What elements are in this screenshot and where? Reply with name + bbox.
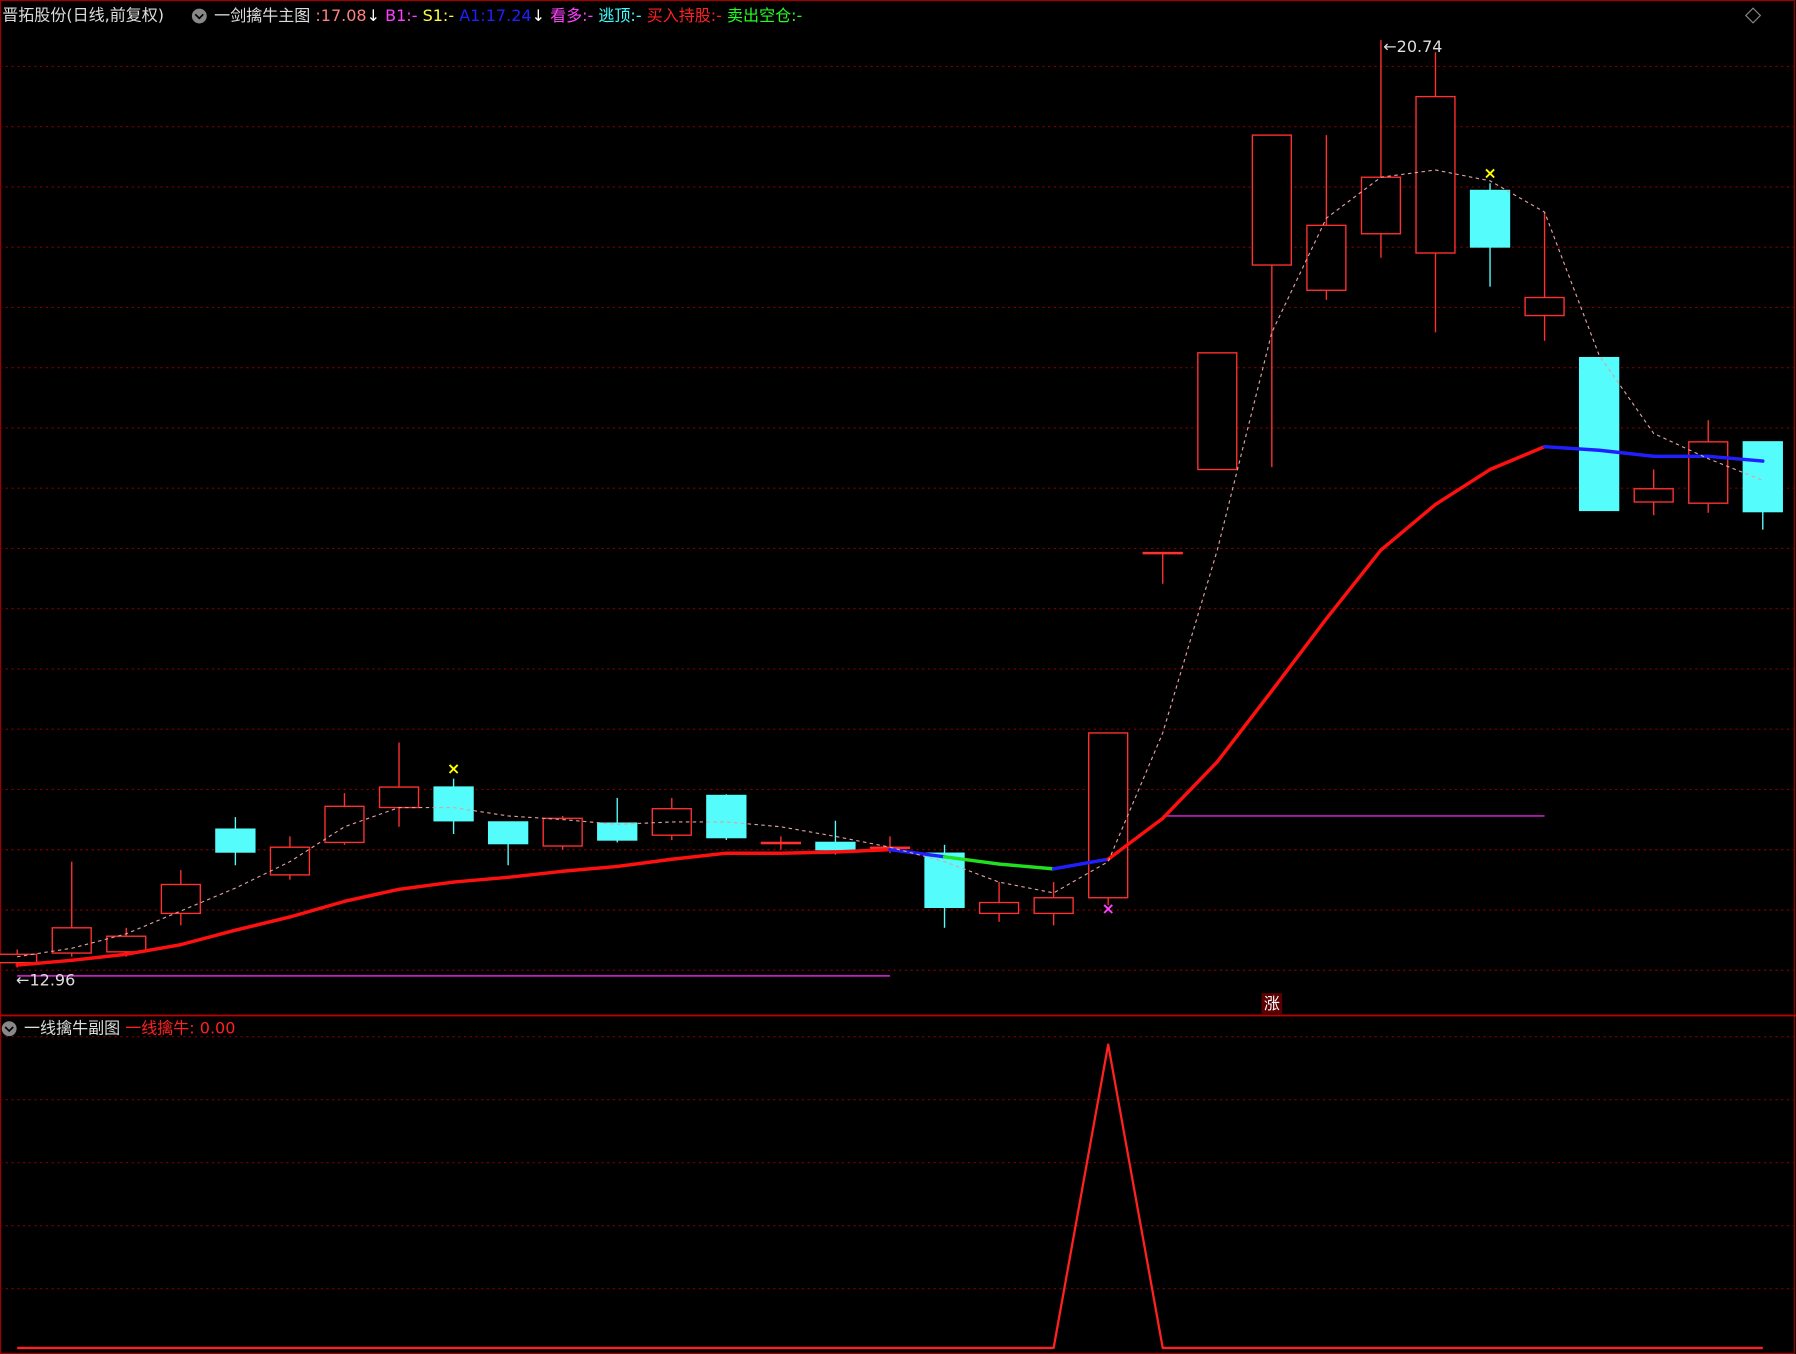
candle-body bbox=[487, 821, 529, 845]
signal-marker: × bbox=[1101, 899, 1114, 918]
legend-item: 买入持股:- bbox=[642, 6, 722, 25]
annotation-box bbox=[1261, 993, 1283, 1014]
candle-body bbox=[1306, 224, 1347, 291]
ma-segment bbox=[70, 952, 128, 963]
indicator-line bbox=[17, 1043, 1763, 1350]
ma-segment bbox=[888, 847, 947, 859]
candle-body bbox=[706, 794, 747, 839]
candle-body bbox=[1742, 441, 1783, 513]
ma-segment bbox=[397, 880, 456, 892]
ma-segment bbox=[179, 928, 238, 947]
candle-body bbox=[1415, 95, 1456, 254]
candle-body bbox=[815, 841, 856, 851]
ma-segment bbox=[833, 847, 892, 854]
high-label-value: 20.74 bbox=[1397, 36, 1443, 55]
ma-segment bbox=[1106, 816, 1165, 861]
menu-icon-glyph bbox=[194, 13, 204, 20]
candle-body bbox=[1578, 356, 1620, 512]
candle-body bbox=[1469, 189, 1511, 248]
legend-item: ↓ bbox=[367, 6, 380, 25]
high-label-arrow: ← bbox=[1383, 36, 1396, 55]
ma-segment bbox=[1270, 616, 1329, 693]
menu-icon-glyph bbox=[4, 1026, 14, 1033]
candle-body bbox=[1088, 732, 1129, 899]
candle-body bbox=[160, 883, 201, 915]
signal-marker: × bbox=[1483, 164, 1496, 183]
legend-item: 一剑擒牛主图 bbox=[214, 6, 310, 25]
legend-item: ↓ bbox=[532, 6, 545, 25]
legend-item: 卖出空仓:- bbox=[722, 6, 802, 25]
legend-item: :17.08 bbox=[310, 6, 366, 25]
legend-item: 看多:- bbox=[545, 6, 593, 25]
ma-segment bbox=[1542, 444, 1601, 452]
candle-body bbox=[542, 817, 583, 847]
legend-item: B1:- bbox=[380, 6, 417, 25]
ma-segment bbox=[288, 899, 347, 919]
ma-segment bbox=[997, 862, 1056, 871]
low-label-arrow: ← bbox=[16, 970, 29, 989]
plot: ×××←20.74←12.96涨 bbox=[0, 36, 1783, 1350]
legend-item: 逃顶:- bbox=[593, 6, 641, 25]
ma-segment bbox=[1433, 467, 1492, 507]
candle-body bbox=[1142, 551, 1183, 555]
candle-body bbox=[1251, 134, 1292, 266]
candle-body bbox=[1197, 352, 1238, 471]
candle-body bbox=[215, 828, 256, 853]
candle-body bbox=[324, 805, 365, 844]
candle-body bbox=[651, 808, 692, 836]
ma-segment bbox=[615, 857, 674, 869]
candle-body bbox=[978, 901, 1020, 915]
candle-body bbox=[1360, 176, 1402, 235]
ma-segment bbox=[1161, 760, 1220, 821]
legend-item: S1:- bbox=[417, 6, 454, 25]
ma-segment bbox=[942, 855, 1001, 866]
ma-segment bbox=[1051, 857, 1110, 871]
legend-item: A1:17.24 bbox=[454, 6, 531, 25]
ma-segment bbox=[1215, 689, 1274, 764]
chart-title: 晋拓股份(日线,前复权) bbox=[2, 6, 164, 25]
candle-body bbox=[378, 786, 420, 809]
candle-body bbox=[1524, 296, 1565, 317]
high-label: ←20.74 bbox=[1383, 36, 1442, 55]
candle-body bbox=[1688, 441, 1729, 504]
candle-body bbox=[1633, 488, 1674, 503]
sub-legend: 一线擒牛副图 一线擒牛: 0.00 bbox=[24, 1018, 235, 1037]
candle-body bbox=[0, 953, 38, 964]
candle-body bbox=[106, 935, 147, 953]
ma-segment bbox=[560, 864, 619, 873]
ma-segment bbox=[342, 887, 401, 904]
candle-body bbox=[760, 841, 802, 845]
ma-segment bbox=[1379, 502, 1438, 552]
low-label: ←12.96 bbox=[16, 970, 75, 989]
ma-segment bbox=[124, 942, 183, 956]
collapse-icon[interactable] bbox=[1744, 7, 1762, 24]
candle-body bbox=[1033, 897, 1074, 915]
ma-segment bbox=[1706, 454, 1765, 463]
ma-segment bbox=[1597, 448, 1656, 459]
ma-segment bbox=[451, 875, 510, 884]
ma-segment bbox=[779, 850, 838, 855]
annotation: 涨 bbox=[1264, 994, 1280, 1013]
legend-item: 一线擒牛: 0.00 bbox=[120, 1018, 235, 1037]
main-legend: 一剑擒牛主图 :17.08↓ B1:- S1:- A1:17.24↓ 看多:- … bbox=[214, 6, 802, 25]
menu-icon[interactable] bbox=[1, 1021, 17, 1037]
ma-line bbox=[17, 169, 1763, 958]
ma-segment bbox=[506, 869, 565, 880]
ma-segment bbox=[670, 851, 729, 861]
candle-body bbox=[51, 927, 92, 954]
ma-segment bbox=[233, 915, 292, 932]
ma-segment bbox=[15, 958, 74, 967]
legend-item: 一线擒牛副图 bbox=[24, 1018, 120, 1037]
menu-icon[interactable] bbox=[191, 8, 207, 24]
ma-segment bbox=[1488, 444, 1547, 472]
signal-marker: × bbox=[447, 759, 460, 778]
low-label-value: 12.96 bbox=[29, 970, 75, 989]
candle-body bbox=[433, 786, 474, 822]
ma-segment bbox=[1324, 548, 1383, 621]
candle-body bbox=[597, 822, 638, 841]
